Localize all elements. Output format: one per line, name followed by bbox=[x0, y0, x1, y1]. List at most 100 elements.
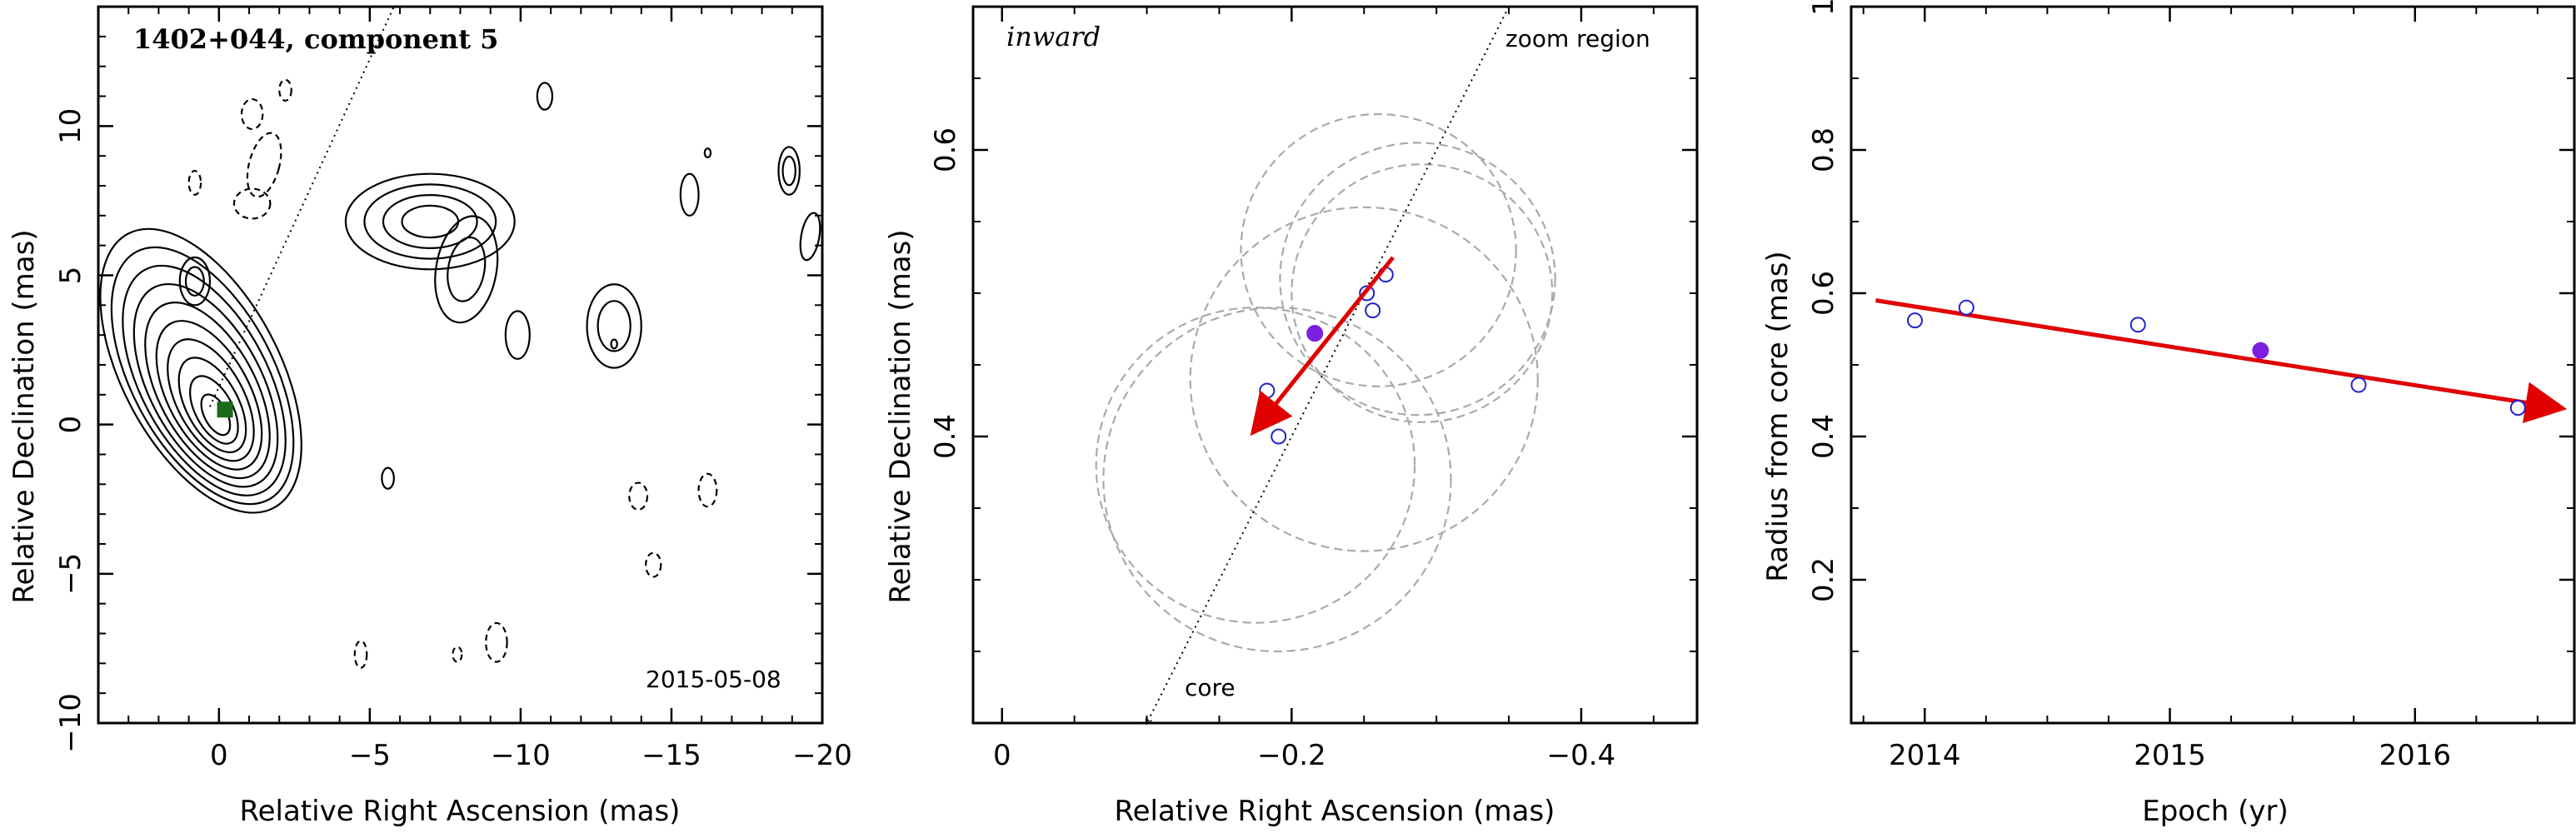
contour-level bbox=[99, 227, 302, 514]
negative-contour bbox=[353, 640, 368, 669]
radius-epoch-panel: 2014 2015 2016 0.2 0.4 0.6 0.8 1 Epoch (yr) Rad… bbox=[1761, 0, 2576, 828]
y-tick-label: 0.8 bbox=[1807, 127, 1840, 172]
panel2-y-axis-label: Relative Declination (mas) bbox=[884, 229, 917, 603]
contour-level bbox=[144, 302, 271, 480]
contour-level bbox=[189, 375, 239, 445]
contour-level bbox=[155, 320, 263, 471]
panel3-y-axis-label: Radius from core (mas) bbox=[1761, 251, 1795, 581]
negative-contour bbox=[232, 187, 272, 220]
beam-circle bbox=[1279, 142, 1556, 416]
contour-level bbox=[110, 246, 295, 506]
x-tick-label: −15 bbox=[642, 739, 701, 772]
panel1-frame bbox=[97, 5, 824, 725]
contour-level bbox=[504, 310, 531, 360]
zoom-plot bbox=[1095, 6, 1556, 723]
panel1-x-axis-label: Relative Right Ascension (mas) bbox=[240, 795, 681, 828]
contour-level bbox=[177, 357, 247, 454]
y-tick-label: −10 bbox=[54, 693, 87, 753]
motion-vector-arrow bbox=[1250, 256, 1395, 436]
radius-point bbox=[2509, 400, 2526, 416]
x-tick-label: −10 bbox=[491, 739, 551, 772]
contour-level bbox=[777, 146, 801, 196]
contour-map bbox=[99, 6, 821, 669]
contour-level bbox=[363, 183, 497, 260]
beam-circle bbox=[1102, 307, 1452, 653]
x-tick-label: 2015 bbox=[2134, 739, 2206, 772]
beam-circle bbox=[1095, 307, 1416, 624]
contour-level bbox=[381, 466, 395, 490]
y-tick-label: −5 bbox=[54, 553, 87, 595]
contour-panel: 0 −5 −10 −15 −20 −10 −5 0 5 10 1402+044, componen… bbox=[7, 5, 852, 828]
contour-level bbox=[132, 282, 279, 488]
radius-point bbox=[1907, 312, 1924, 329]
zoom-panel: 0 −0.2 −0.40.40.6 inward zoom region core … bbox=[884, 5, 1699, 828]
core-direction-line bbox=[1147, 6, 1510, 723]
beam-circle bbox=[1189, 206, 1539, 552]
panel3-ticks: 2014 2015 2016 0.2 0.4 0.6 0.8 1 bbox=[1807, 0, 2574, 772]
negative-contour bbox=[628, 481, 649, 511]
contour-level bbox=[597, 300, 632, 352]
negative-contour bbox=[697, 472, 718, 508]
current-epoch-radius-point bbox=[2252, 342, 2269, 359]
contour-level bbox=[122, 264, 287, 496]
contour-level bbox=[799, 212, 821, 262]
x-tick-label: 2016 bbox=[2379, 739, 2451, 772]
x-tick-label: 0 bbox=[210, 739, 228, 772]
panel3-x-axis-label: Epoch (yr) bbox=[2142, 795, 2289, 828]
panel2-x-axis-label: Relative Right Ascension (mas) bbox=[1115, 795, 1555, 828]
x-tick-label: −20 bbox=[792, 739, 852, 772]
component-marker bbox=[217, 402, 233, 418]
y-tick-label: 0.6 bbox=[1807, 271, 1840, 316]
contour-level bbox=[344, 172, 516, 271]
panel2-ticks: 0 −0.2 −0.4 0.4 0.6 bbox=[929, 6, 1697, 772]
panel1-ticks: 0 −5 −10 −15 −20 −10 −5 0 5 10 bbox=[54, 6, 852, 772]
contour-level bbox=[184, 266, 205, 297]
panel2-frame bbox=[971, 5, 1699, 725]
y-tick-label: 0 bbox=[54, 416, 87, 434]
panel1-y-axis-label: Relative Declination (mas) bbox=[7, 229, 41, 603]
panel2-title: inward bbox=[1006, 21, 1101, 52]
negative-contour bbox=[645, 551, 662, 578]
position-point bbox=[1271, 428, 1287, 445]
y-tick-label: 0.4 bbox=[1807, 414, 1840, 459]
contour-level bbox=[382, 194, 478, 249]
x-tick-label: 2014 bbox=[1889, 739, 1961, 772]
negative-contour bbox=[187, 169, 202, 196]
contour-level bbox=[401, 204, 460, 239]
beam-circle bbox=[1240, 112, 1517, 387]
radius-epoch-plot bbox=[1875, 298, 2568, 424]
contour-level bbox=[434, 215, 499, 324]
y-tick-label: 0.2 bbox=[1807, 557, 1840, 602]
contour-level bbox=[610, 338, 618, 350]
current-epoch-point bbox=[1306, 325, 1324, 342]
y-tick-label: 10 bbox=[54, 108, 87, 144]
core-label: core bbox=[1185, 674, 1236, 701]
position-point bbox=[1365, 302, 1381, 319]
fit-arrow bbox=[1875, 298, 2568, 424]
beam-circle bbox=[1290, 163, 1554, 423]
y-tick-label: 5 bbox=[54, 267, 87, 285]
negative-contour bbox=[452, 646, 463, 663]
y-tick-label: 0.6 bbox=[929, 127, 962, 172]
contour-level bbox=[536, 82, 554, 111]
position-point bbox=[1259, 382, 1276, 399]
contour-level bbox=[178, 256, 212, 307]
radius-point bbox=[1958, 299, 1974, 316]
contour-level bbox=[586, 283, 642, 369]
x-tick-label: 0 bbox=[993, 739, 1011, 772]
x-tick-label: −0.4 bbox=[1547, 739, 1616, 772]
negative-contour bbox=[246, 132, 282, 198]
panel1-title: 1402+044, component 5 bbox=[133, 23, 498, 55]
negative-contour bbox=[278, 78, 292, 102]
panel3-frame bbox=[1850, 5, 2576, 725]
y-tick-label: 0.4 bbox=[929, 414, 962, 459]
radius-point bbox=[2129, 317, 2146, 333]
negative-contour bbox=[240, 97, 264, 131]
zoom-region-label: zoom region bbox=[1505, 25, 1650, 52]
contour-level bbox=[781, 155, 796, 187]
contour-level bbox=[447, 236, 487, 302]
x-tick-label: −5 bbox=[349, 739, 391, 772]
radius-point bbox=[2350, 377, 2367, 393]
y-tick-label: 1 bbox=[1807, 0, 1840, 16]
